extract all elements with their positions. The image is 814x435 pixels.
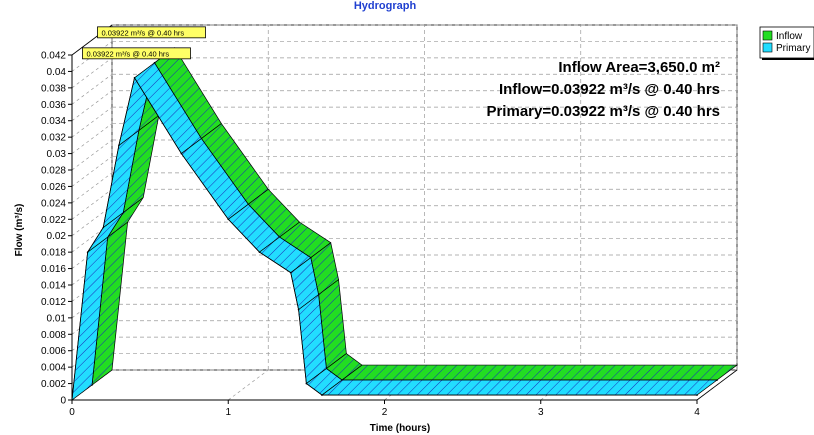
y-tick-label: 0.036 — [41, 100, 66, 111]
x-tick-label: 2 — [382, 407, 388, 418]
data-point — [297, 308, 300, 311]
legend-swatch — [762, 30, 773, 41]
y-tick-label: 0.024 — [41, 198, 66, 209]
y-tick-label: 0.002 — [41, 379, 66, 390]
data-point — [180, 152, 183, 155]
y-tick-label: 0.02 — [47, 231, 67, 242]
callout-box — [97, 26, 206, 39]
y-tick-label: 0.03 — [47, 149, 67, 160]
legend-label: Primary — [776, 43, 810, 54]
legend-swatch — [762, 42, 773, 53]
gridline-wall — [71, 90, 113, 121]
gridline-wall — [71, 57, 113, 89]
info-line: Inflow Area=3,650.0 m² — [558, 59, 720, 76]
x-tick-label: 0 — [69, 407, 75, 418]
ribbon-segment — [340, 364, 739, 381]
y-tick-label: 0 — [60, 396, 66, 407]
y-tick-label: 0.026 — [41, 182, 66, 193]
data-point — [305, 382, 308, 385]
y-tick-label: 0.008 — [41, 330, 66, 341]
data-point — [102, 226, 105, 229]
chart-title: Hydrograph — [354, 0, 417, 12]
data-point — [289, 271, 292, 274]
ribbon-segment — [320, 379, 719, 396]
data-point — [118, 144, 120, 147]
callout-primary: 0.03922 m³/s @ 0.40 hrs — [82, 47, 191, 60]
data-point — [227, 218, 230, 221]
peak-callouts: 0.03922 m³/s @ 0.40 hrs 0.03922 m³/s @ 0.… — [82, 26, 206, 60]
y-tick-label: 0.038 — [41, 83, 66, 94]
y-axis-title: Flow (m³/s) — [14, 204, 25, 257]
info-line: Inflow=0.03922 m³/s @ 0.40 hrs — [499, 81, 720, 98]
info-box: Inflow Area=3,650.0 m² Inflow=0.03922 m³/… — [486, 59, 720, 120]
gridline-wall — [71, 156, 113, 187]
x-tick-label: 4 — [694, 407, 700, 418]
series-primary — [71, 61, 719, 401]
y-tick-label: 0.012 — [41, 297, 66, 308]
x-tick-label: 1 — [225, 407, 231, 418]
data-point — [71, 399, 73, 401]
gridline-wall — [71, 106, 113, 138]
data-point — [133, 77, 136, 79]
legend-label: Inflow — [776, 31, 803, 42]
gridline-wall — [71, 139, 113, 171]
x-axis-title: Time (hours) — [370, 423, 430, 434]
callout-text: 0.03922 m³/s @ 0.40 hrs — [87, 49, 170, 58]
x-tick-label: 3 — [538, 407, 544, 418]
axes: 0 0.002 0.004 0.006 0.008 0.01 0.012 0.014 0.016… — [41, 24, 738, 418]
data-point — [696, 394, 698, 396]
gridline-wall — [71, 221, 113, 253]
y-tick-label: 0.006 — [41, 346, 66, 357]
data-point — [86, 251, 89, 253]
axis-corner-right — [696, 369, 738, 401]
y-tick-label: 0.032 — [41, 133, 66, 144]
series-inflow — [91, 46, 739, 386]
y-tick-label: 0.01 — [47, 313, 67, 324]
y-tick-label: 0.014 — [41, 281, 66, 292]
y-tick-label: 0.016 — [41, 264, 66, 275]
y-tick-label: 0.022 — [41, 215, 66, 226]
info-line: Primary=0.03922 m³/s @ 0.40 hrs — [486, 103, 720, 120]
series-area — [71, 46, 739, 401]
gridline-wall — [71, 189, 113, 220]
data-point — [321, 394, 323, 396]
y-tick-label: 0.04 — [47, 67, 67, 78]
gridline-floor — [228, 369, 269, 401]
y-tick-label: 0.004 — [41, 363, 66, 374]
gridline-wall — [71, 123, 113, 154]
data-point — [258, 251, 261, 253]
callout-box — [82, 47, 191, 60]
gridline-wall — [71, 74, 113, 105]
y-tick-label: 0.018 — [41, 248, 66, 259]
y-tick-label: 0.034 — [41, 116, 66, 127]
gridline-wall — [71, 205, 113, 236]
callout-inflow: 0.03922 m³/s @ 0.40 hrs — [97, 26, 206, 39]
callout-text: 0.03922 m³/s @ 0.40 hrs — [102, 28, 185, 37]
gridline-wall — [71, 172, 113, 204]
y-tick-label: 0.042 — [41, 51, 66, 62]
y-tick-label: 0.028 — [41, 166, 66, 177]
